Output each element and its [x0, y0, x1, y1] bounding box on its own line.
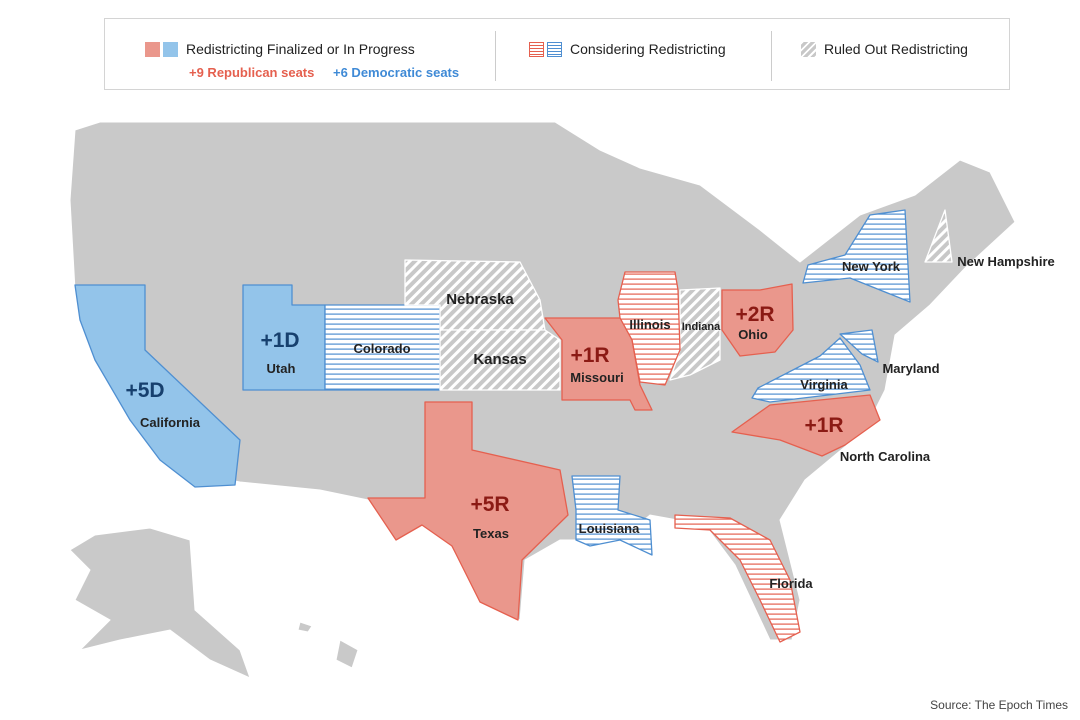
state-virginia[interactable] [751, 337, 871, 403]
state-california[interactable] [74, 284, 241, 488]
utah-label: Utah [267, 361, 296, 376]
legend-divider [495, 31, 496, 81]
state-missouri[interactable] [544, 317, 653, 411]
california-label: California [140, 415, 201, 430]
state-new-hampshire[interactable] [924, 209, 953, 263]
legend-divider [771, 31, 772, 81]
map-legend: Redistricting Finalized or In Progress +… [104, 18, 1010, 90]
legend-finalized-label: Redistricting Finalized or In Progress [186, 41, 415, 57]
legend-finalized: Redistricting Finalized or In Progress [145, 41, 415, 57]
source-credit: Source: The Epoch Times [930, 698, 1068, 712]
florida-label: Florida [769, 576, 813, 591]
swatch-democratic-finalized [163, 41, 178, 57]
colorado-label: Colorado [353, 341, 410, 356]
maryland-label: Maryland [882, 361, 939, 376]
state-maryland[interactable] [839, 329, 879, 363]
indiana-label: Indiana [682, 321, 721, 333]
republican-seats-total: +9 Republican seats [189, 65, 315, 80]
state-north-carolina[interactable] [731, 394, 881, 457]
north-carolina-label: North Carolina [840, 449, 931, 464]
swatch-democratic-considering [547, 41, 562, 57]
legend-ruled-out: Ruled Out Redistricting [801, 41, 968, 57]
legend-ruled-out-label: Ruled Out Redistricting [824, 41, 968, 57]
utah-seats: +1D [260, 329, 299, 352]
state-texas[interactable] [367, 401, 569, 621]
missouri-seats: +1R [570, 344, 609, 367]
base-map [69, 121, 1016, 679]
state-louisiana[interactable] [571, 475, 653, 556]
swatch-ruled-out [801, 41, 816, 57]
legend-considering-label: Considering Redistricting [570, 41, 726, 57]
north-carolina-seats: +1R [804, 414, 843, 437]
california-seats: +5D [125, 379, 164, 402]
texas-seats: +5R [470, 493, 509, 516]
texas-label: Texas [473, 526, 509, 541]
legend-considering: Considering Redistricting [529, 41, 726, 57]
state-labels: +5D California +1D Utah Colorado Nebrask… [125, 254, 1054, 591]
state-kansas[interactable] [439, 329, 561, 391]
hawaii-islands [297, 621, 313, 633]
ohio-label: Ohio [738, 327, 768, 342]
louisiana-label: Louisiana [579, 521, 640, 536]
swatch-republican-finalized [145, 41, 160, 57]
ohio-seats: +2R [735, 303, 774, 326]
state-new-york[interactable] [802, 209, 911, 303]
kansas-label: Kansas [473, 351, 526, 368]
state-florida[interactable] [674, 514, 801, 643]
nebraska-label: Nebraska [446, 291, 514, 308]
swatch-republican-considering [529, 41, 544, 57]
new-york-label: New York [842, 259, 901, 274]
missouri-label: Missouri [570, 370, 623, 385]
alaska [69, 527, 251, 679]
virginia-label: Virginia [800, 377, 848, 392]
hawaii [335, 639, 359, 669]
state-illinois[interactable] [617, 271, 681, 386]
democratic-seats-total: +6 Democratic seats [333, 65, 460, 80]
new-hampshire-label: New Hampshire [957, 254, 1055, 269]
illinois-label: Illinois [629, 317, 670, 332]
state-ohio[interactable] [721, 283, 794, 357]
